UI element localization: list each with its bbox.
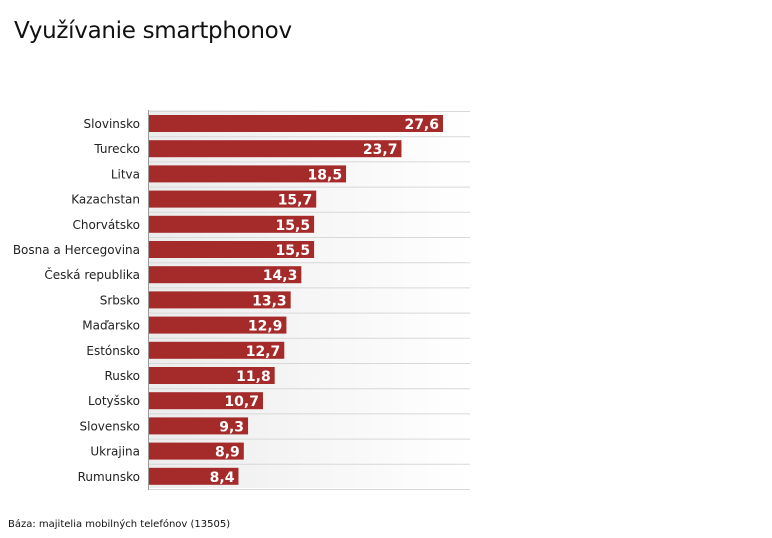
bar — [149, 241, 315, 258]
bar — [149, 316, 287, 334]
value-label: 27,6 — [404, 117, 439, 133]
category-label: Slovensko — [80, 419, 141, 433]
category-label: Česká republika — [44, 267, 140, 282]
value-label: 8,4 — [210, 470, 235, 486]
category-label: Maďarsko — [82, 319, 140, 333]
bar — [149, 190, 317, 208]
category-label: Rumunsko — [78, 470, 140, 484]
value-label: 15,5 — [276, 218, 311, 234]
value-label: 14,3 — [263, 268, 298, 284]
bar — [149, 341, 285, 359]
category-label: Turecko — [93, 142, 140, 156]
category-label: Estónsko — [86, 344, 140, 358]
value-label: 15,7 — [278, 193, 313, 209]
bar — [149, 266, 302, 284]
category-label: Slovinsko — [84, 117, 140, 131]
category-label: Bosna a Hercegovina — [13, 243, 140, 257]
category-label: Rusko — [104, 369, 140, 383]
footnote: Báza: majitelia mobilných telefónov (135… — [8, 519, 231, 530]
bar — [149, 467, 239, 485]
category-label: Srbsko — [100, 293, 140, 307]
bar — [149, 392, 263, 410]
value-label: 13,3 — [252, 293, 287, 309]
value-label: 12,9 — [248, 319, 283, 335]
category-label: Litva — [111, 167, 140, 181]
value-label: 12,7 — [246, 344, 281, 360]
bar — [149, 367, 275, 384]
category-label: Chorvátsko — [72, 218, 140, 232]
bar — [149, 140, 402, 158]
value-label: 11,8 — [236, 369, 271, 385]
value-label: 10,7 — [224, 394, 259, 410]
value-label: 18,5 — [308, 167, 343, 183]
bar — [149, 215, 315, 233]
chart-title: Využívanie smartphonov — [14, 18, 292, 44]
bar — [149, 115, 443, 132]
category-label: Kazachstan — [71, 193, 140, 207]
category-label: Ukrajina — [90, 445, 140, 459]
value-label: 23,7 — [363, 142, 398, 158]
bar — [149, 417, 249, 435]
category-label: Lotyšsko — [88, 394, 140, 408]
bar — [149, 291, 291, 309]
bar — [149, 442, 244, 460]
value-label: 15,5 — [276, 243, 311, 259]
value-label: 9,3 — [219, 419, 244, 435]
bar — [149, 165, 347, 183]
value-label: 8,9 — [215, 445, 240, 461]
